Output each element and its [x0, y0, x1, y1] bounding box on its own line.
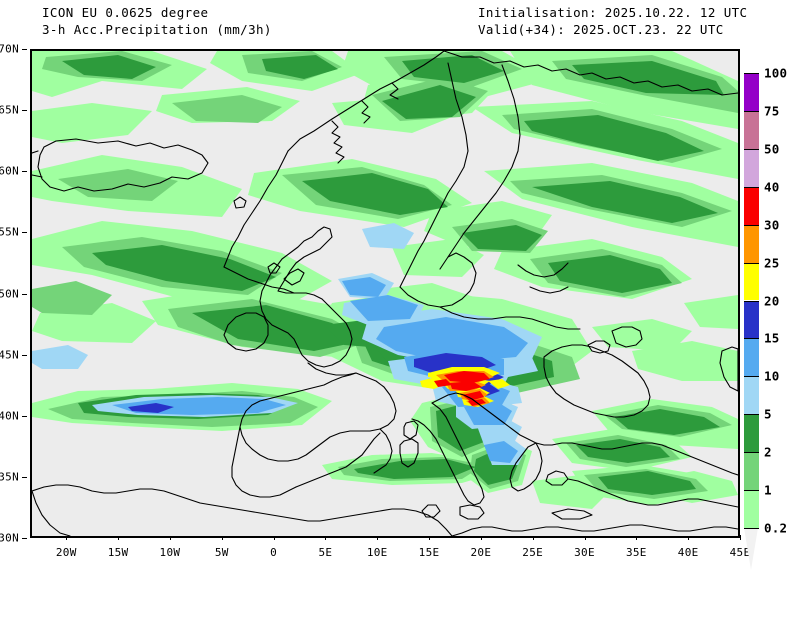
longitude-axis: 20W 15W 10W 5W 0 5E 10E 15E 20E 25E 30E 35E 40E 45E: [30, 535, 750, 560]
lon-tick-mark: [740, 535, 741, 540]
colorbar-tick-mark: [744, 73, 759, 74]
lat-tick-mark: [22, 476, 27, 478]
lon-tick-label: 15E: [418, 546, 440, 559]
colorbar-tick-mark: [744, 148, 759, 150]
colorbar-tick-label: 25: [764, 255, 780, 271]
map-plot-frame[interactable]: [30, 49, 740, 538]
colorbar-tick-label: 1: [764, 482, 772, 498]
colorbar-tick-label: 20: [764, 293, 780, 308]
colorbar-tick-mark: [744, 452, 759, 454]
precipitation-field: [32, 51, 738, 509]
lat-tick-label: 50N: [0, 287, 19, 300]
colorbar-tick-mark: [744, 490, 759, 492]
lon-tick-label: 35E: [625, 546, 647, 559]
lon-tick-label: 10W: [159, 546, 181, 559]
lat-tick-label: 60N: [0, 164, 19, 178]
lat-tick-mark: [22, 538, 27, 539]
lat-tick-mark: [22, 49, 27, 50]
lat-tick-mark: [22, 110, 27, 112]
precipitation-map[interactable]: [32, 51, 738, 536]
colorbar-band[interactable]: [744, 73, 759, 111]
colorbar-tick-mark: [744, 376, 759, 378]
colorbar-tick-mark: [744, 186, 759, 188]
lon-tick-label: 20W: [55, 546, 77, 559]
valid-time: Valid(+34): 2025.OCT.23. 22 UTC: [478, 22, 724, 37]
colorbar-tick-mark: [744, 300, 759, 302]
lat-tick-mark: [22, 354, 27, 356]
colorbar-tick-label: 15: [764, 330, 780, 346]
lat-tick-mark: [22, 415, 27, 417]
lon-tick-label: 30E: [574, 546, 595, 559]
lat-tick-mark: [22, 232, 27, 234]
colorbar-tick-labels: 100 75 50 40 30 25 20 15 10 5 2 1 0.2: [744, 66, 800, 536]
colorbar-tick-label: 10: [764, 368, 780, 384]
colorbar-tick-label: 5: [764, 406, 772, 422]
colorbar-tick-label: 100: [764, 65, 788, 81]
header-left-block: ICON EU 0.0625 degree 3-h Acc.Precipitat…: [42, 4, 272, 38]
model-title: ICON EU 0.0625 degree: [42, 5, 209, 20]
lon-tick-label: 40E: [677, 546, 699, 559]
colorbar-tick-label: 30: [764, 217, 780, 233]
colorbar-tick-mark: [744, 414, 759, 416]
lat-tick-label: 40N: [0, 409, 19, 423]
lon-tick-label: 20E: [470, 546, 492, 559]
lat-tick-label: 30N: [0, 531, 19, 545]
lat-tick-label: 70N: [0, 42, 19, 56]
coastline-layer: [32, 51, 738, 536]
header-right-block: Initialisation: 2025.10.22. 12 UTC Valid…: [478, 4, 747, 38]
colorbar-tick-mark: [744, 262, 759, 264]
colorbar-tick-mark: [744, 528, 759, 529]
lat-tick-label: 65N: [0, 103, 19, 117]
field-title: 3-h Acc.Precipitation (mm/3h): [42, 22, 272, 37]
colorbar-tick-label: 40: [764, 179, 780, 195]
lon-tick-label: 5E: [318, 546, 333, 559]
latitude-axis: 70N 65N 60N 55N 50N 45N 40N 35N 30N: [0, 43, 27, 545]
lon-tick-label: 10E: [366, 546, 388, 559]
lon-tick-label: 25E: [522, 546, 544, 559]
lon-tick-label: 15W: [107, 546, 129, 559]
colorbar-tick-label: 75: [764, 103, 780, 119]
colorbar-tick-label: 50: [764, 141, 780, 157]
colorbar-tick-label: 2: [764, 444, 772, 460]
initialisation-time: Initialisation: 2025.10.22. 12 UTC: [478, 5, 748, 20]
lat-tick-mark: [22, 293, 27, 295]
lon-tick-label: 0: [270, 546, 278, 559]
lon-tick-label: 5W: [214, 546, 229, 559]
lat-tick-mark: [22, 171, 27, 173]
colorbar[interactable]: [744, 73, 759, 528]
lat-tick-label: 35N: [0, 470, 19, 484]
colorbar-tick-mark: [744, 338, 759, 340]
colorbar-under-arrow: [744, 528, 758, 570]
colorbar-tick-label: 0.2: [764, 520, 788, 536]
colorbar-tick-mark: [744, 224, 759, 226]
colorbar-tick-mark: [744, 110, 759, 112]
lat-tick-label: 45N: [0, 348, 19, 362]
lat-tick-label: 55N: [0, 225, 19, 239]
